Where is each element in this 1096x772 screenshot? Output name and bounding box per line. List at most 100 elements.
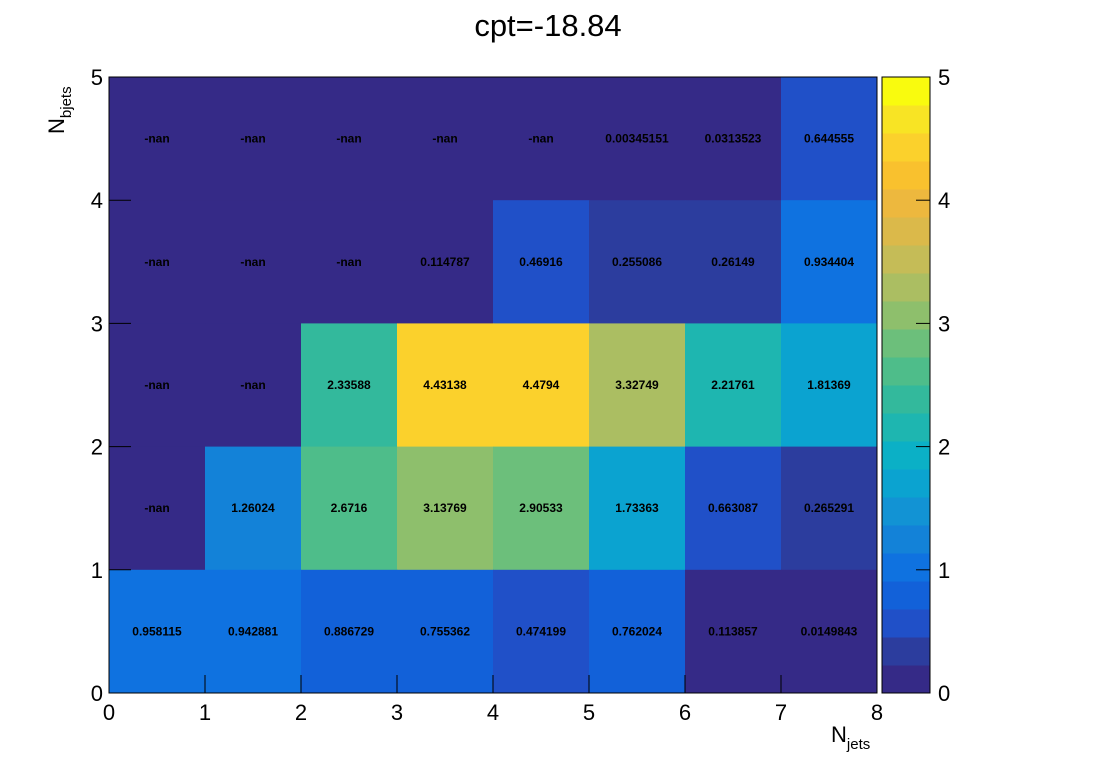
y-tick-label: 4: [91, 188, 103, 213]
heatmap-cell: [109, 446, 206, 571]
heatmap-cell: [493, 446, 590, 571]
cell-value-label: 0.113857: [708, 624, 758, 638]
cell-value-label: 0.46916: [519, 255, 563, 269]
cell-value-label: 1.73363: [615, 501, 659, 515]
cell-value-label: 2.6716: [331, 501, 368, 515]
heatmap-cell: [589, 446, 686, 571]
cell-value-label: 0.762024: [612, 624, 662, 638]
cell-value-label: 1.26024: [231, 501, 275, 515]
y-axis-title-sub: bjets: [58, 86, 75, 118]
palette-band: [882, 385, 930, 414]
cell-value-label: -nan: [240, 132, 265, 146]
y-axis: 0 1 2 3 4 5: [91, 65, 131, 706]
palette-band: [882, 105, 930, 134]
cell-value-label: 0.755362: [420, 624, 470, 638]
heatmap-cell: [589, 200, 686, 324]
heatmap-cell: [301, 323, 398, 448]
cell-value-label: 4.4794: [523, 378, 560, 392]
palette-tick-label: 5: [938, 65, 950, 90]
palette-band: [882, 189, 930, 218]
cell-value-label: -nan: [144, 501, 169, 515]
y-tick-label: 5: [91, 65, 103, 90]
cell-value-label: 2.21761: [711, 378, 755, 392]
heatmap-cell: [589, 569, 686, 694]
palette-band: [882, 133, 930, 162]
cell-value-label: 0.644555: [804, 132, 854, 146]
x-tick-label: 4: [487, 700, 499, 725]
cell-value-label: 2.90533: [519, 501, 563, 515]
heatmap-cell: [205, 569, 302, 694]
palette-band: [882, 609, 930, 638]
palette-tick-label: 1: [938, 558, 950, 583]
heatmap-cell: [493, 77, 590, 201]
cell-value-label: -nan: [144, 255, 169, 269]
heatmap-cell: [685, 323, 782, 448]
cell-value-label: 0.114787: [420, 255, 470, 269]
heatmap-cell: [109, 77, 206, 201]
heatmap-cell: [781, 569, 878, 694]
palette-band: [882, 245, 930, 274]
palette-band: [882, 581, 930, 610]
palette-tick-label: 3: [938, 311, 950, 336]
palette-frame: [881, 76, 931, 694]
cell-value-label: 0.00345151: [605, 132, 669, 146]
heatmap-cell: [589, 323, 686, 448]
x-axis-title-sub: jets: [846, 736, 870, 753]
heatmap-cell: [397, 446, 494, 571]
heatmap-cell: [205, 446, 302, 571]
heatmap-cell: [109, 323, 206, 448]
cell-value-label: 0.0149843: [801, 624, 858, 638]
heatmap-cell: [205, 323, 302, 448]
heatmap-cell: [493, 323, 590, 448]
cell-value-label: 1.81369: [807, 378, 851, 392]
heatmap-cell: [781, 446, 878, 571]
color-palette: [881, 76, 931, 694]
cell-value-label: 0.26149: [711, 255, 755, 269]
heatmap-cell: [493, 569, 590, 694]
heatmap-cell: [685, 77, 782, 201]
x-tick-label: 2: [295, 700, 307, 725]
heatmap-cell: [685, 446, 782, 571]
palette-band: [882, 441, 930, 470]
palette-band: [882, 77, 930, 106]
heatmap-cell: [781, 323, 878, 448]
heatmap-cell: [109, 200, 206, 324]
palette-tick-label: 4: [938, 188, 950, 213]
color-palette-axis: 0 1 2 3 4 5: [916, 65, 950, 706]
heatmap-cell: [397, 200, 494, 324]
heatmap-cell: [493, 200, 590, 324]
cell-value-label: 0.0313523: [705, 132, 762, 146]
cell-value-label: 4.43138: [423, 378, 467, 392]
y-axis-title-main: N: [44, 118, 69, 134]
cell-value-label: 0.934404: [804, 255, 854, 269]
y-axis-title: Nbjets: [44, 86, 75, 134]
cell-value-label: -nan: [336, 255, 361, 269]
cell-value-label: -nan: [144, 378, 169, 392]
heatmap-cell: [109, 569, 206, 694]
x-axis: 0 1 2 3 4 5 6 7 8: [103, 675, 883, 725]
palette-band: [882, 469, 930, 498]
heatmap-cell: [397, 77, 494, 201]
heatmap-cell: [781, 200, 878, 324]
palette-band: [882, 329, 930, 358]
heatmap-cell: [301, 200, 398, 324]
cell-value-label: 3.13769: [423, 501, 467, 515]
x-axis-title-main: N: [831, 722, 847, 747]
heatmap-cells: [109, 77, 878, 694]
palette-tick-label: 0: [938, 681, 950, 706]
cell-value-label: 0.255086: [612, 255, 662, 269]
cell-value-label: -nan: [336, 132, 361, 146]
heatmap-cell: [781, 77, 878, 201]
x-tick-label: 7: [775, 700, 787, 725]
x-tick-label: 8: [871, 700, 883, 725]
cell-value-label: -nan: [432, 132, 457, 146]
heatmap-cell: [397, 569, 494, 694]
y-tick-label: 1: [91, 558, 103, 583]
palette-band: [882, 665, 930, 694]
palette-band: [882, 301, 930, 330]
cell-value-label: 0.942881: [228, 624, 278, 638]
palette-band: [882, 413, 930, 442]
palette-band: [882, 217, 930, 246]
heatmap-cell: [685, 569, 782, 694]
cell-value-label: -nan: [240, 378, 265, 392]
